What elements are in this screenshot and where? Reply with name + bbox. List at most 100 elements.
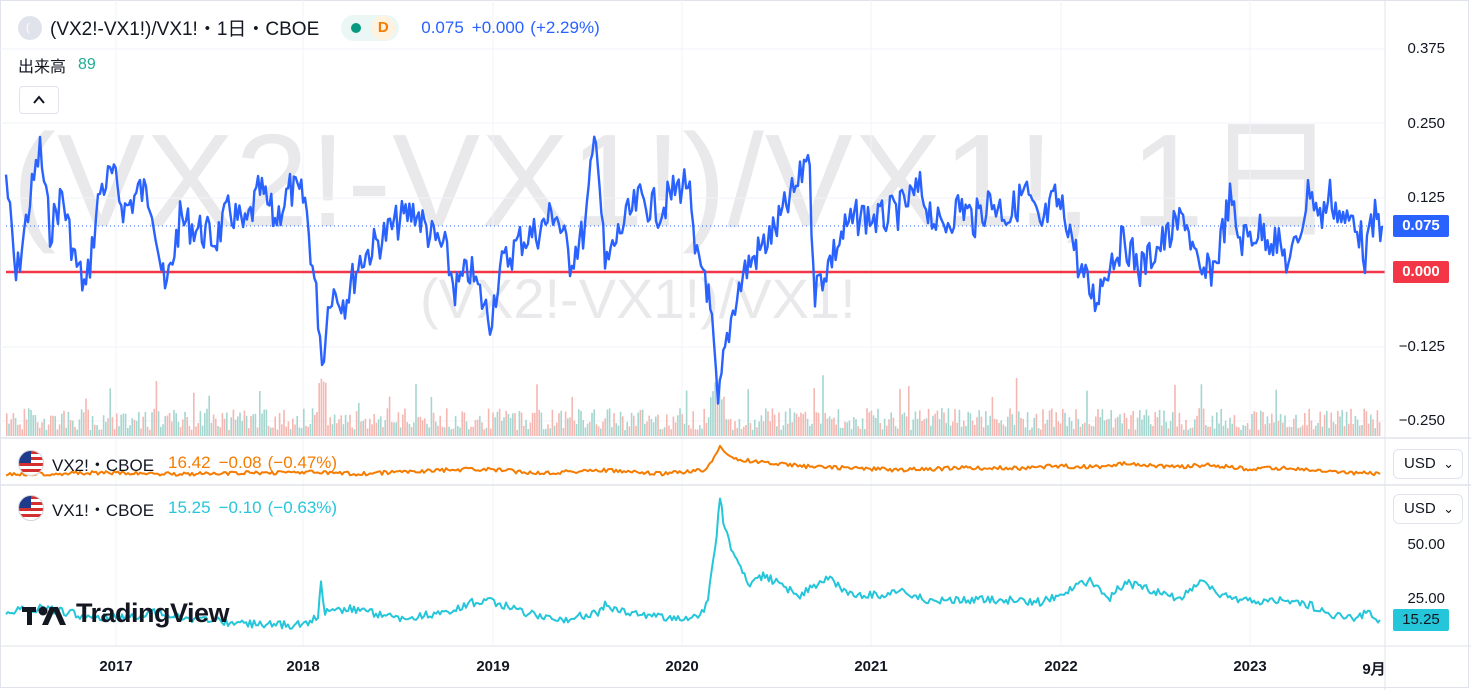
volume-bar bbox=[342, 424, 345, 436]
volume-bar bbox=[465, 421, 468, 436]
price-axis-tick: −0.250 bbox=[1398, 412, 1445, 429]
collapse-legend-button[interactable] bbox=[19, 86, 59, 114]
spread-series-line[interactable] bbox=[4, 135, 1384, 405]
volume-bar bbox=[780, 429, 782, 436]
series-toggle-icon[interactable]: ( bbox=[18, 15, 42, 40]
volume-bar bbox=[809, 425, 811, 436]
volume-bar bbox=[325, 382, 327, 436]
volume-bar bbox=[958, 409, 961, 436]
tradingview-logo[interactable]: TradingView bbox=[22, 598, 230, 629]
vx1-series-line[interactable] bbox=[5, 497, 1381, 630]
volume-bar bbox=[430, 397, 433, 436]
vx1-last-price-tag: 15.25 bbox=[1393, 609, 1449, 631]
volume-bar bbox=[281, 424, 283, 436]
volume-bar bbox=[756, 427, 758, 436]
volume-bar bbox=[718, 384, 721, 436]
volume-bar bbox=[285, 426, 287, 436]
volume-bar bbox=[1262, 412, 1264, 436]
volume-bar bbox=[747, 389, 749, 436]
vx1-currency-select[interactable]: USD ⌄ bbox=[1393, 494, 1463, 524]
volume-bar bbox=[272, 427, 274, 436]
volume-bar bbox=[826, 418, 829, 436]
volume-bar bbox=[1042, 409, 1044, 436]
volume-bar bbox=[1268, 423, 1271, 436]
volume-bar bbox=[459, 427, 461, 436]
volume-bar bbox=[428, 427, 430, 436]
volume-bar bbox=[745, 425, 747, 436]
volume-bar bbox=[450, 429, 452, 436]
volume-bar bbox=[558, 413, 560, 436]
volume-bar bbox=[492, 412, 494, 436]
market-status-badge[interactable]: D bbox=[341, 14, 400, 41]
volume-bar bbox=[135, 420, 138, 436]
vx2-series-line[interactable] bbox=[5, 444, 1381, 477]
volume-bar bbox=[1031, 427, 1033, 436]
volume-bar bbox=[861, 418, 864, 436]
volume-bar bbox=[336, 423, 338, 436]
volume-bar bbox=[1297, 428, 1299, 436]
volume-bar bbox=[1345, 411, 1348, 436]
volume-bar bbox=[56, 429, 59, 436]
volume-bar bbox=[888, 419, 890, 436]
volume-bar bbox=[421, 420, 424, 436]
volume-bar bbox=[776, 426, 778, 436]
volume-bar bbox=[540, 412, 543, 436]
volume-bar bbox=[1090, 425, 1093, 436]
volume-bar bbox=[1158, 410, 1161, 436]
volume-bar bbox=[538, 409, 540, 436]
last-value: 0.075 bbox=[421, 17, 464, 37]
volume-bar bbox=[767, 411, 769, 436]
volume-bar bbox=[1064, 412, 1066, 436]
volume-bar bbox=[1326, 410, 1328, 436]
volume-bar bbox=[1288, 426, 1291, 436]
vx2-currency-select[interactable]: USD ⌄ bbox=[1393, 449, 1463, 479]
volume-bar bbox=[677, 415, 679, 436]
volume-bar bbox=[485, 427, 488, 436]
volume-bar bbox=[408, 423, 411, 436]
volume-bar bbox=[771, 408, 774, 436]
volume-bar bbox=[564, 411, 567, 436]
volume-bar bbox=[362, 420, 364, 436]
volume-bar bbox=[175, 413, 177, 436]
volume-bar bbox=[934, 413, 936, 436]
volume-bar bbox=[74, 426, 76, 436]
time-axis-label: 2022 bbox=[1044, 658, 1078, 675]
volume-bar bbox=[261, 413, 263, 436]
vx2-symbol[interactable]: VX2!・CBOE bbox=[52, 455, 155, 475]
volume-bar bbox=[765, 408, 767, 436]
volume-bar bbox=[791, 422, 793, 436]
volume-bar bbox=[974, 425, 976, 436]
volume-bar bbox=[727, 419, 730, 436]
volume-bar bbox=[815, 412, 818, 436]
volume-bar bbox=[712, 391, 714, 436]
symbol-title[interactable]: (VX2!-VX1!)/VX1!・1日・CBOE bbox=[50, 19, 320, 40]
volume-bar bbox=[877, 408, 879, 436]
volume-bar bbox=[751, 429, 754, 436]
volume-bar bbox=[604, 418, 606, 436]
volume-bar bbox=[1172, 412, 1174, 436]
volume-bar bbox=[157, 411, 160, 436]
volume-bar bbox=[50, 415, 52, 436]
volume-bar bbox=[1240, 429, 1242, 436]
volume-bar bbox=[1260, 410, 1262, 436]
volume-bar bbox=[1163, 410, 1165, 436]
volume-bar bbox=[589, 421, 591, 436]
volume-bar bbox=[144, 412, 147, 436]
volume-bar bbox=[630, 412, 633, 436]
volume-bar bbox=[1246, 423, 1249, 436]
volume-bar bbox=[560, 410, 562, 436]
volume-bar bbox=[197, 423, 199, 436]
volume-bar bbox=[483, 429, 485, 436]
volume-bar bbox=[919, 410, 921, 436]
vx1-symbol[interactable]: VX1!・CBOE bbox=[52, 500, 155, 520]
volume-bar bbox=[534, 413, 536, 436]
volume-bar bbox=[1220, 409, 1222, 436]
volume-bar bbox=[575, 424, 578, 436]
volume-bar bbox=[72, 420, 74, 436]
volume-bar bbox=[221, 413, 224, 436]
volume-bar bbox=[463, 412, 466, 436]
volume-bar bbox=[668, 425, 670, 436]
volume-bar bbox=[1279, 414, 1282, 436]
volume-legend[interactable]: 出来高 89 bbox=[18, 53, 96, 77]
